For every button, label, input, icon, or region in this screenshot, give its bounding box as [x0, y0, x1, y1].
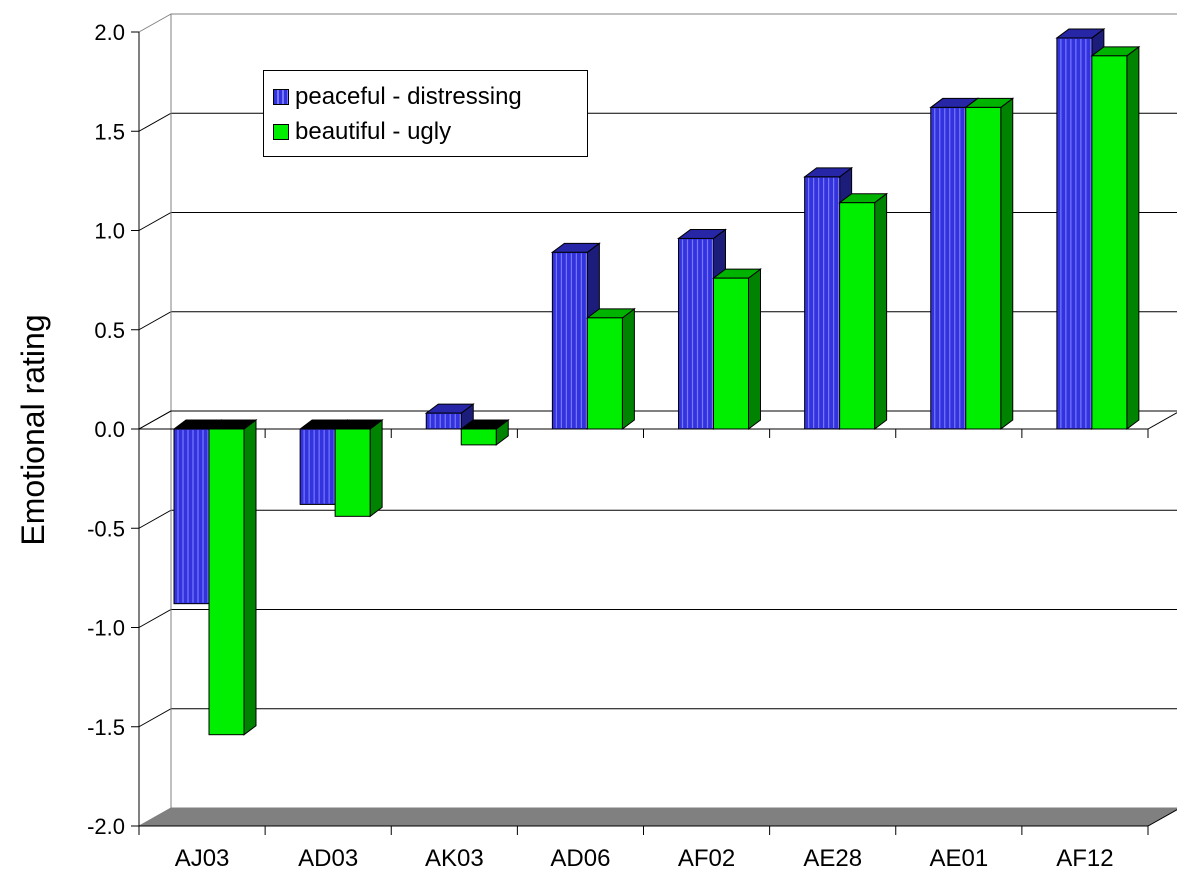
- legend-item-series-1: peaceful - distressing: [273, 82, 522, 112]
- x-tick-label: AE28: [803, 845, 862, 872]
- bars: [172, 27, 1141, 736]
- tick-labels: 2.0 1.5 1.0 0.5 0.0 -0.5 -1.0 -1.5 -2.0 AJ03 AD03 A…: [87, 20, 1114, 872]
- bar-series-1: [424, 403, 475, 430]
- x-tick-label: AD03: [298, 845, 358, 872]
- bar-series-2: [207, 419, 258, 736]
- x-axis-edge: [1147, 809, 1177, 827]
- bar-series-2: [964, 97, 1015, 430]
- bar-front: [713, 277, 749, 430]
- bar-side: [243, 419, 257, 736]
- y-axis-label: Emotional rating: [15, 314, 51, 545]
- y-tick-label: 2.0: [94, 20, 125, 45]
- bar-series-2: [459, 419, 510, 446]
- bar-front: [804, 176, 841, 430]
- axes: [131, 13, 1177, 835]
- y-tick-label: -0.5: [87, 516, 125, 541]
- bar-front: [678, 237, 714, 430]
- gridline: [138, 609, 1177, 628]
- y-tick-label: -1.5: [87, 715, 125, 740]
- gridline: [138, 708, 1177, 728]
- bar-front: [208, 428, 245, 736]
- bar-front: [425, 412, 462, 430]
- bar-side: [1000, 97, 1014, 430]
- bar-series-2: [585, 307, 636, 430]
- wall-edge: [138, 13, 172, 33]
- bar-front: [1091, 55, 1128, 430]
- y-tick-label: -2.0: [87, 814, 125, 839]
- bar-side: [874, 192, 888, 430]
- bar-front: [1056, 37, 1093, 430]
- bar-side: [369, 419, 383, 518]
- bar-front: [586, 317, 623, 430]
- x-tick-label: AF02: [678, 845, 735, 872]
- bar-front: [551, 251, 588, 430]
- x-axis-zero: [139, 412, 1177, 430]
- legend-item-series-2: beautiful - ugly: [273, 117, 451, 147]
- legend-label-series-1: peaceful - distressing: [295, 83, 522, 110]
- x-tick-label: AE01: [929, 845, 988, 872]
- legend-swatch-series-2: [273, 124, 289, 140]
- y-tick-label: 1.5: [94, 119, 125, 144]
- x-tick-label: AD06: [550, 845, 610, 872]
- bar-series-2: [838, 192, 889, 430]
- gridline: [138, 509, 1177, 529]
- bar-side: [748, 268, 761, 430]
- y-tick-label: 0.5: [94, 318, 125, 343]
- x-tick-label: AK03: [425, 845, 484, 872]
- bar-side: [621, 307, 635, 430]
- bar-side: [1126, 45, 1140, 430]
- bar-front: [299, 428, 336, 505]
- bar-front: [173, 428, 210, 605]
- bar-front: [839, 202, 876, 430]
- y-tick-label: -1.0: [87, 616, 125, 641]
- gridlines: [138, 112, 1177, 728]
- zero-plane-back: [138, 410, 1177, 430]
- bar-front: [930, 106, 967, 430]
- legend-label-series-2: beautiful - ugly: [295, 118, 452, 145]
- bar-front: [965, 106, 1002, 430]
- gridline: [138, 410, 1177, 430]
- x-tick-label: AJ03: [175, 845, 230, 872]
- bar-series-2: [712, 268, 762, 430]
- floor: [137, 807, 1177, 827]
- bar-front: [334, 428, 371, 517]
- x-tick-label: AF12: [1056, 845, 1113, 872]
- legend-swatch-series-1: [273, 89, 289, 105]
- gridline: [138, 311, 1177, 331]
- y-tick-label: 0.0: [94, 417, 125, 442]
- legend: peaceful - distressing beautiful - ugly: [263, 70, 588, 157]
- bar-series-2: [333, 419, 384, 518]
- gridline: [138, 212, 1177, 231]
- bar-series-2: [1090, 45, 1141, 430]
- bar-front: [460, 428, 497, 446]
- y-tick-label: 1.0: [94, 219, 125, 244]
